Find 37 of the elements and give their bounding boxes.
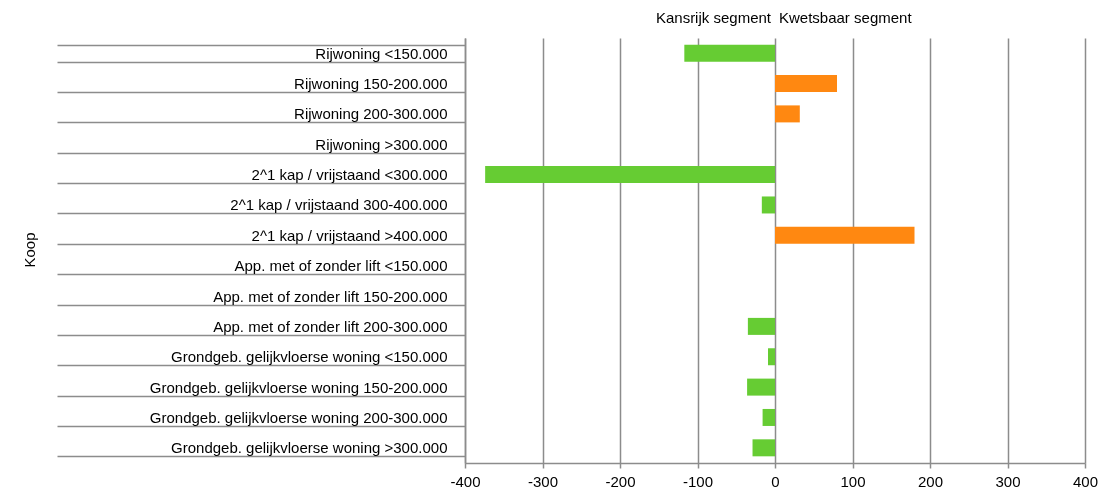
bar: [747, 317, 775, 335]
x-tick-label: 100: [840, 472, 866, 490]
bar: [775, 226, 915, 244]
y-tick-label: Rijwoning 150-200.000: [294, 75, 448, 93]
bar: [762, 408, 775, 426]
y-tick-label: App. met of zonder lift 150-200.000: [213, 287, 448, 305]
y-tick-label: 2^1 kap / vrijstaand 300-400.000: [230, 196, 448, 214]
x-tick-label: 400: [1072, 472, 1099, 490]
bar: [485, 166, 775, 184]
bar: [747, 378, 775, 396]
y-tick-label: App. met of zonder lift <150.000: [234, 257, 448, 275]
bar: [768, 348, 775, 366]
y-tick-label: Grondgeb. gelijkvloerse woning 150-200.000: [149, 378, 448, 396]
x-tick-label: -200: [605, 472, 636, 490]
x-tick-label: 200: [917, 472, 944, 490]
bar: [752, 439, 775, 457]
x-tick-label: -100: [682, 472, 714, 490]
x-tick-label: 0: [771, 472, 780, 490]
bar: [684, 44, 775, 62]
y-tick-label: Rijwoning >300.000: [315, 135, 448, 153]
text: Kwetsbaar segment: [779, 9, 913, 26]
bar: [761, 196, 775, 214]
text: Koop: [21, 232, 38, 268]
y-tick-label: Grondgeb. gelijkvloerse woning <150.000: [171, 348, 448, 366]
x-tick-label: -400: [450, 472, 481, 490]
y-tick-label: App. met of zonder lift 200-300.000: [213, 317, 448, 335]
text: Kansrijk segment: [655, 9, 772, 26]
y-tick-label: Rijwoning <150.000: [315, 44, 448, 62]
y-tick-label: 2^1 kap / vrijstaand <300.000: [251, 166, 448, 184]
y-tick-label: 2^1 kap / vrijstaand >400.000: [251, 226, 448, 244]
x-tick-label: -300: [527, 472, 559, 490]
bar: [775, 75, 837, 93]
y-tick-label: Rijwoning 200-300.000: [294, 105, 448, 123]
y-tick-label: Grondgeb. gelijkvloerse woning >300.000: [171, 439, 448, 457]
bar: [775, 105, 800, 123]
y-tick-label: Grondgeb. gelijkvloerse woning 200-300.000: [149, 408, 448, 426]
x-tick-label: 300: [995, 472, 1021, 490]
